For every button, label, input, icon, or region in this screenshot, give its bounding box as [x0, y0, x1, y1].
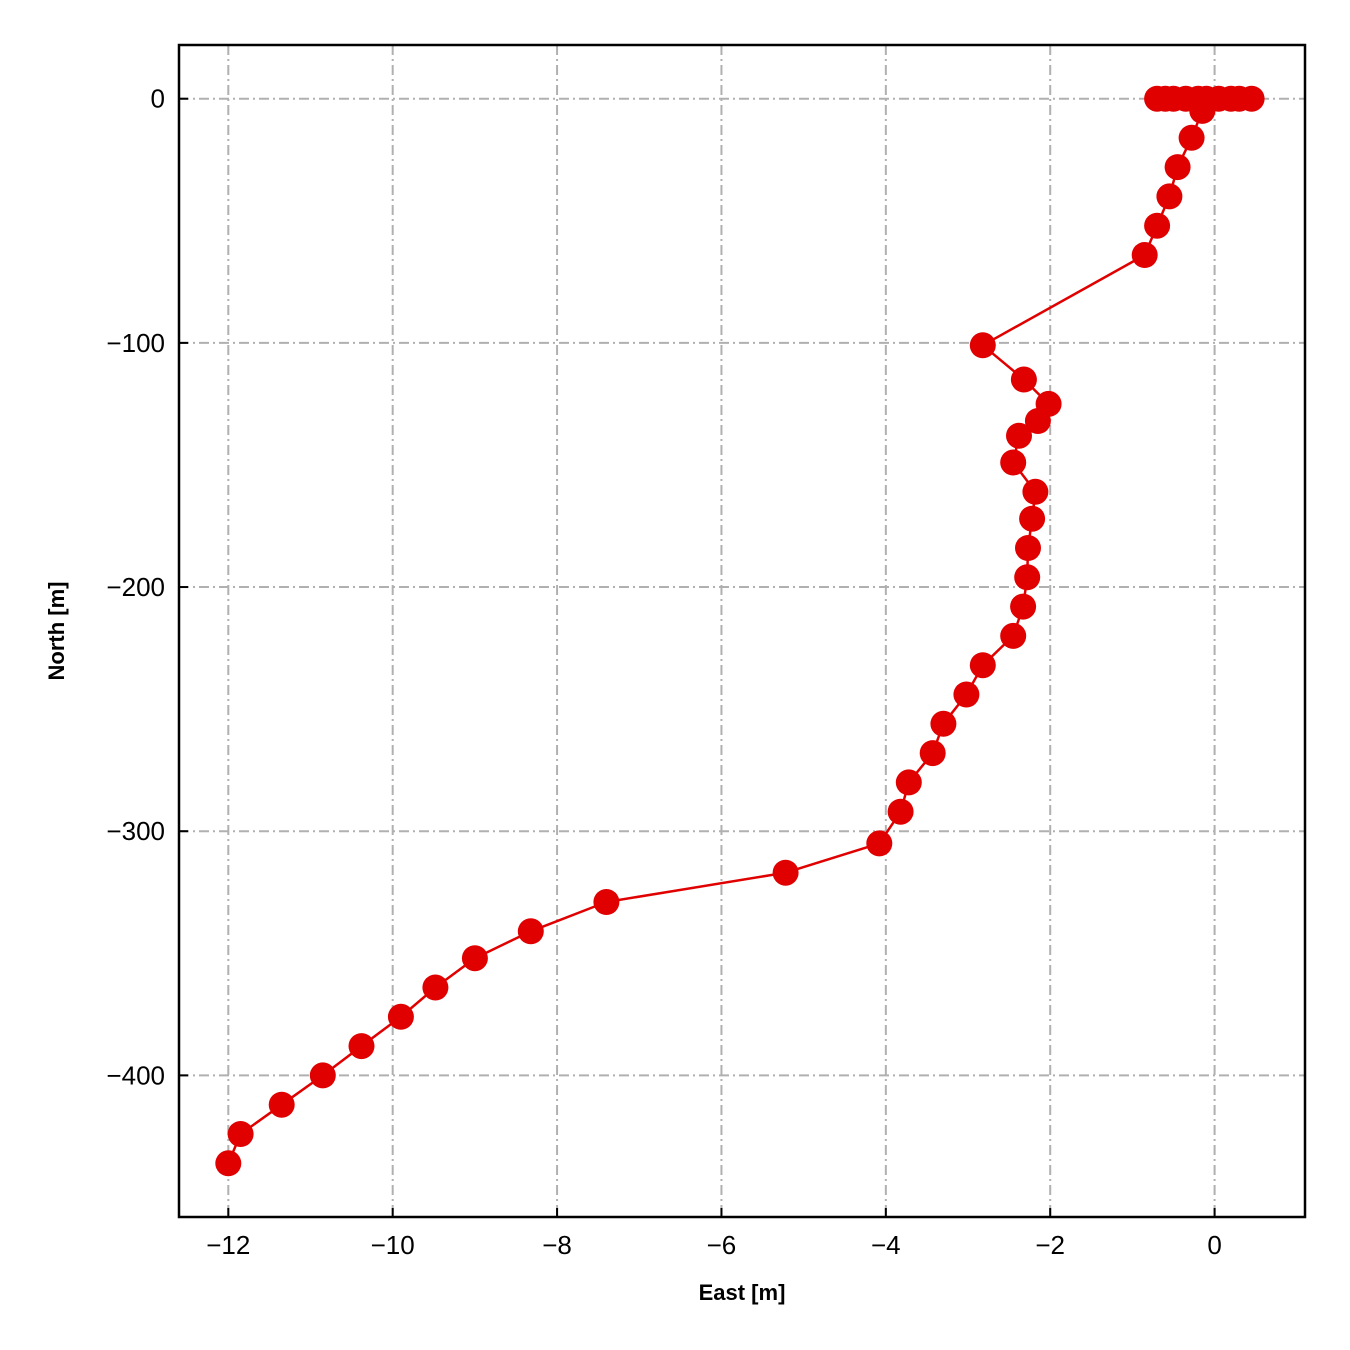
trajectory-point — [895, 769, 922, 796]
trajectory-point — [348, 1033, 375, 1060]
trajectory-point — [969, 652, 996, 679]
x-tick-label: −6 — [707, 1230, 737, 1260]
x-axis-label: East [m] — [699, 1280, 786, 1305]
y-tick-label: −100 — [106, 328, 165, 358]
trajectory-point — [866, 830, 893, 857]
trajectory-point — [309, 1062, 336, 1089]
trajectory-line — [227, 97, 1252, 1164]
trajectory-point — [1024, 408, 1051, 434]
trajectory-point — [1144, 85, 1171, 112]
x-tick-label: −2 — [1035, 1230, 1065, 1260]
trajectory-point — [227, 1121, 254, 1147]
trajectory-point — [268, 1091, 295, 1118]
trajectory-point — [1022, 478, 1049, 505]
x-tick-label: −12 — [206, 1230, 250, 1260]
trajectory-point — [1144, 212, 1171, 239]
x-tick-label: −10 — [371, 1230, 415, 1260]
trajectory-point — [1000, 622, 1027, 649]
trajectory-point — [772, 859, 799, 886]
trajectory-point — [1156, 183, 1183, 210]
trajectory-point — [930, 710, 957, 737]
grid — [179, 45, 1305, 1217]
trajectory-point — [1010, 593, 1037, 620]
trajectory-point — [1019, 505, 1046, 532]
trajectory-point — [953, 681, 980, 708]
y-axis-label: North [m] — [44, 582, 69, 681]
trajectory-point — [517, 918, 544, 945]
x-tick-label: 0 — [1207, 1230, 1221, 1260]
trajectory-point — [919, 740, 946, 767]
trajectory-point — [387, 1003, 414, 1030]
trajectory-point — [1010, 366, 1037, 393]
trajectory-point — [593, 889, 620, 915]
trajectory-point — [1178, 124, 1205, 151]
trajectory-point — [1131, 242, 1158, 268]
trajectory-point — [215, 1150, 242, 1177]
trajectory-point — [422, 974, 449, 1001]
trajectory-point — [1006, 422, 1032, 449]
trajectory-point — [969, 332, 996, 359]
trajectory-point — [887, 798, 914, 825]
trajectory-point — [1164, 154, 1191, 181]
axis-ticks: −12 −10 −8 −6 −4 −2 00−100−200−300−400 — [106, 84, 1221, 1260]
trajectory-point — [1014, 564, 1041, 591]
y-tick-label: −400 — [106, 1060, 165, 1090]
trajectory-point — [461, 945, 488, 972]
series-trajectory — [215, 85, 1265, 1177]
y-tick-label: 0 — [151, 84, 165, 114]
trajectory-point — [1189, 97, 1216, 124]
x-tick-label: −4 — [871, 1230, 901, 1260]
x-tick-label: −8 — [542, 1230, 572, 1260]
y-tick-label: −200 — [106, 572, 165, 602]
trajectory-point — [1015, 535, 1041, 561]
y-tick-label: −300 — [106, 816, 165, 846]
plot-frame — [177, 43, 1307, 1219]
trajectory-point — [1000, 449, 1027, 476]
